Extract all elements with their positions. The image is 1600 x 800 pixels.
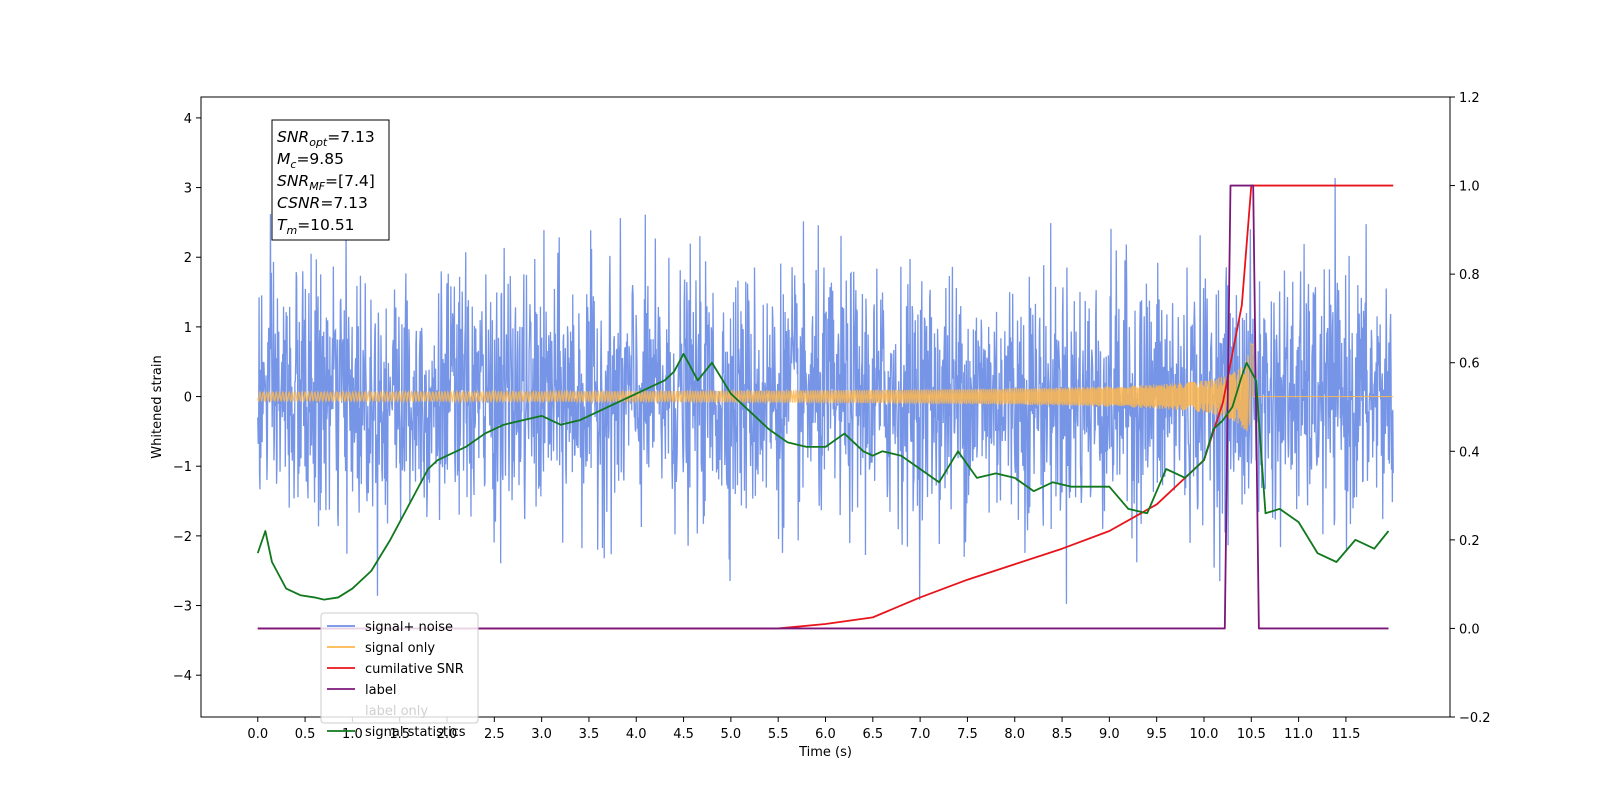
y2-tick-label: −0.2 <box>1459 711 1491 726</box>
legend-label: signal statistics <box>365 725 466 740</box>
y2-tick-label: 1.2 <box>1459 91 1480 106</box>
y-tick-label: 0 <box>184 391 192 406</box>
signal-statistics-series <box>256 352 1390 601</box>
metrics-box-frame <box>271 119 390 241</box>
metric-line: Mc=9.85 <box>277 150 344 171</box>
x-tick-label: 4.5 <box>673 727 694 742</box>
legend-label: label <box>365 683 396 698</box>
plot-area <box>256 178 1394 630</box>
x-tick-label: 2.5 <box>484 727 505 742</box>
signal-only-series <box>257 341 1394 432</box>
x-axis: 0.0 0.5 1.0 1.5 2.0 2.5 3.0 3.5 4.0 4.5 5.0 5.5 6.0 6… <box>247 717 1360 742</box>
x-tick-label: 11.5 <box>1331 727 1360 742</box>
signal-noise-series <box>257 178 1394 604</box>
cumulative-snr-series <box>257 184 1394 630</box>
x-tick-label: 6.5 <box>862 727 883 742</box>
metric-line: SNRMF=[7.4] <box>277 172 375 193</box>
legend-label: signal only <box>365 641 435 656</box>
y-tick-label: −1 <box>173 460 192 475</box>
x-tick-label: 7.5 <box>957 727 978 742</box>
label-series <box>257 184 1389 630</box>
legend: signal+ noise signal only cumilative SNR la… <box>320 612 479 740</box>
y-tick-label: 3 <box>184 182 192 197</box>
x-tick-label: 0.5 <box>295 727 316 742</box>
y-axis-right: 1.2 1.0 0.8 0.6 0.4 0.2 0.0 −0.2 <box>1450 91 1491 726</box>
x-tick-label: 4.0 <box>626 727 647 742</box>
x-tick-label: 2.0 <box>437 727 458 742</box>
x-tick-label: 9.5 <box>1146 727 1167 742</box>
x-tick-label: 11.0 <box>1284 727 1313 742</box>
x-tick-label: 6.0 <box>815 727 836 742</box>
y-tick-label: 1 <box>184 321 192 336</box>
y-axis-left: 4 3 2 1 0 −1 −2 −3 −4 <box>173 112 201 684</box>
y2-tick-label: 0.4 <box>1459 445 1480 460</box>
x-tick-label: 8.0 <box>1004 727 1025 742</box>
x-tick-label: 7.0 <box>910 727 931 742</box>
x-tick-label: 9.0 <box>1099 727 1120 742</box>
legend-label: cumilative SNR <box>365 662 464 677</box>
x-tick-label: 10.5 <box>1237 727 1266 742</box>
y-tick-label: −3 <box>173 600 192 615</box>
x-tick-label: 3.0 <box>531 727 552 742</box>
y-axis-label: Whitened strain <box>150 355 165 458</box>
x-tick-label: 0.0 <box>247 727 268 742</box>
metric-line: SNRopt=7.13 <box>277 128 375 149</box>
legend-label: label only <box>365 704 428 719</box>
y2-tick-label: 0.8 <box>1459 268 1480 283</box>
y-tick-label: −2 <box>173 530 192 545</box>
y2-tick-label: 1.0 <box>1459 180 1480 195</box>
y2-tick-label: 0.2 <box>1459 534 1480 549</box>
y2-tick-label: 0.6 <box>1459 357 1480 372</box>
x-tick-label: 5.5 <box>768 727 789 742</box>
x-axis-label: Time (s) <box>798 745 852 760</box>
y2-tick-label: 0.0 <box>1459 622 1480 637</box>
x-tick-label: 8.5 <box>1052 727 1073 742</box>
legend-frame <box>320 612 479 724</box>
x-tick-label: 1.5 <box>389 727 410 742</box>
legend-label: signal+ noise <box>365 620 453 635</box>
x-tick-label: 1.0 <box>342 727 363 742</box>
x-tick-label: 10.0 <box>1190 727 1219 742</box>
x-tick-label: 5.0 <box>721 727 742 742</box>
y-tick-label: 4 <box>184 112 192 127</box>
y-tick-label: −4 <box>173 669 192 684</box>
metric-line: CSNR=7.13 <box>277 194 368 212</box>
metric-line: Tm=10.51 <box>277 216 355 237</box>
y-tick-label: 2 <box>184 251 192 266</box>
x-tick-label: 3.5 <box>579 727 600 742</box>
